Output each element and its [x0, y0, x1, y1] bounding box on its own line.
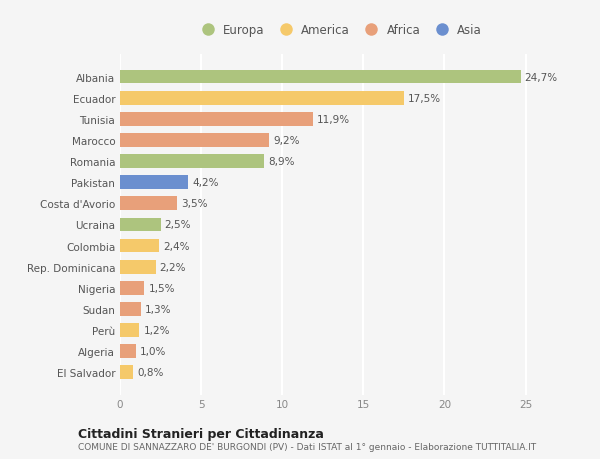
Bar: [120, 197, 177, 211]
Text: 4,2%: 4,2%: [192, 178, 218, 188]
Bar: [120, 92, 404, 105]
Bar: [120, 134, 269, 147]
Text: COMUNE DI SANNAZZARO DE' BURGONDI (PV) - Dati ISTAT al 1° gennaio - Elaborazione: COMUNE DI SANNAZZARO DE' BURGONDI (PV) -…: [78, 442, 536, 451]
Bar: [120, 176, 188, 190]
Bar: [120, 345, 136, 358]
Legend: Europa, America, Africa, Asia: Europa, America, Africa, Asia: [193, 20, 485, 40]
Text: 17,5%: 17,5%: [408, 94, 441, 103]
Bar: [120, 155, 265, 168]
Text: 1,5%: 1,5%: [148, 283, 175, 293]
Text: 8,9%: 8,9%: [268, 157, 295, 167]
Text: 1,0%: 1,0%: [140, 347, 167, 356]
Text: 24,7%: 24,7%: [525, 73, 558, 82]
Text: 0,8%: 0,8%: [137, 368, 163, 377]
Text: Cittadini Stranieri per Cittadinanza: Cittadini Stranieri per Cittadinanza: [78, 427, 324, 440]
Text: 2,5%: 2,5%: [164, 220, 191, 230]
Bar: [120, 239, 159, 253]
Bar: [120, 302, 141, 316]
Text: 2,2%: 2,2%: [160, 262, 186, 272]
Bar: [120, 366, 133, 379]
Text: 1,2%: 1,2%: [143, 325, 170, 335]
Text: 3,5%: 3,5%: [181, 199, 208, 209]
Bar: [120, 260, 155, 274]
Text: 9,2%: 9,2%: [273, 135, 300, 146]
Text: 2,4%: 2,4%: [163, 241, 190, 251]
Bar: [120, 281, 145, 295]
Text: 11,9%: 11,9%: [317, 115, 350, 124]
Text: 1,3%: 1,3%: [145, 304, 172, 314]
Bar: [120, 324, 139, 337]
Bar: [120, 112, 313, 126]
Bar: [120, 218, 161, 232]
Bar: [120, 71, 521, 84]
